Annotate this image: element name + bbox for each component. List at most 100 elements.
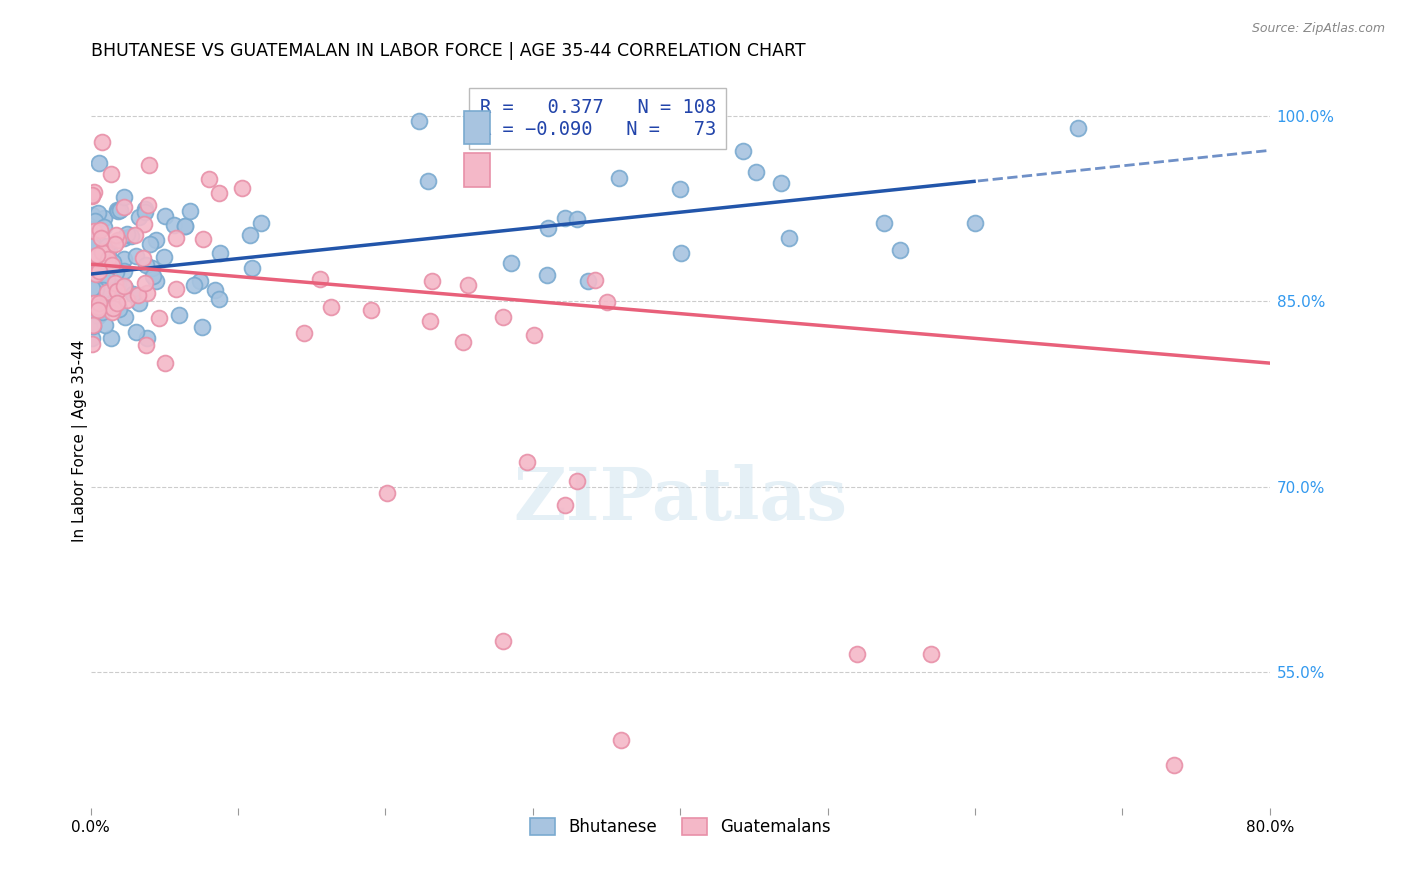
Point xyxy=(565,474,588,488)
Point xyxy=(134,276,156,290)
Point xyxy=(94,246,117,260)
Point xyxy=(134,217,156,231)
Point xyxy=(132,251,155,265)
Point xyxy=(208,246,231,260)
Point xyxy=(96,272,118,286)
Point xyxy=(93,220,115,235)
Point xyxy=(91,305,114,319)
Point xyxy=(93,244,115,259)
Point xyxy=(80,281,103,295)
Point xyxy=(360,302,382,317)
Point xyxy=(107,277,129,291)
Point xyxy=(778,231,800,245)
Point xyxy=(112,189,135,203)
Point xyxy=(153,250,176,264)
Point xyxy=(101,301,124,316)
Point xyxy=(139,236,162,251)
Point xyxy=(108,203,131,218)
Point xyxy=(80,207,103,221)
Point xyxy=(114,280,136,294)
Point xyxy=(198,172,221,186)
Point xyxy=(179,204,201,219)
Point xyxy=(91,135,114,149)
Point xyxy=(420,274,443,288)
Point xyxy=(89,237,111,252)
Point xyxy=(607,170,630,185)
Point xyxy=(239,227,262,242)
Point xyxy=(408,114,430,128)
Text: BHUTANESE VS GUATEMALAN IN LABOR FORCE | AGE 35-44 CORRELATION CHART: BHUTANESE VS GUATEMALAN IN LABOR FORCE |… xyxy=(90,42,806,60)
Point xyxy=(80,188,103,202)
Text: ZIPatlas: ZIPatlas xyxy=(513,464,848,535)
Point xyxy=(145,233,167,247)
Point xyxy=(554,211,576,225)
Point xyxy=(105,285,128,299)
Point xyxy=(82,221,104,235)
Point xyxy=(112,231,135,245)
Point xyxy=(82,319,104,334)
Point xyxy=(120,229,142,244)
Point xyxy=(492,634,515,648)
Point xyxy=(138,157,160,171)
Point xyxy=(136,331,159,345)
Point xyxy=(115,227,138,241)
Point xyxy=(204,283,226,297)
Point xyxy=(96,238,118,252)
Point xyxy=(83,266,105,280)
Point xyxy=(499,256,522,270)
Point xyxy=(167,308,190,322)
Point xyxy=(93,246,115,260)
Point xyxy=(240,260,263,275)
Point xyxy=(846,647,869,661)
Point xyxy=(920,647,942,661)
Point xyxy=(127,288,149,302)
Point xyxy=(93,211,115,225)
Point xyxy=(451,335,474,350)
Point xyxy=(97,242,120,256)
Point xyxy=(770,176,793,190)
Point xyxy=(83,295,105,310)
Point xyxy=(565,212,588,227)
FancyBboxPatch shape xyxy=(464,153,491,186)
Point xyxy=(128,211,150,225)
Point xyxy=(516,455,538,469)
Point xyxy=(669,246,692,260)
Point xyxy=(90,300,112,314)
Y-axis label: In Labor Force | Age 35-44: In Labor Force | Age 35-44 xyxy=(72,339,87,541)
Text: Source: ZipAtlas.com: Source: ZipAtlas.com xyxy=(1251,22,1385,36)
Point xyxy=(83,224,105,238)
FancyBboxPatch shape xyxy=(464,111,491,144)
Point xyxy=(745,165,768,179)
Point xyxy=(112,278,135,293)
Point xyxy=(173,219,195,234)
Point xyxy=(87,302,110,317)
Point xyxy=(872,216,894,230)
Point xyxy=(89,263,111,277)
Point xyxy=(93,301,115,315)
Point xyxy=(107,233,129,247)
Point xyxy=(319,300,342,314)
Point xyxy=(457,278,479,293)
Point xyxy=(80,234,103,248)
Point xyxy=(87,282,110,296)
Point xyxy=(82,304,104,318)
Point xyxy=(308,272,330,286)
Point xyxy=(536,220,558,235)
Point xyxy=(576,274,599,288)
Point xyxy=(87,277,110,292)
Point xyxy=(124,228,146,243)
Point xyxy=(91,251,114,265)
Point xyxy=(83,277,105,292)
Point xyxy=(115,293,138,307)
Point xyxy=(523,328,546,343)
Point xyxy=(97,288,120,302)
Point xyxy=(82,318,104,332)
Point xyxy=(208,292,231,306)
Point xyxy=(153,209,176,223)
Point xyxy=(80,300,103,314)
Point xyxy=(84,252,107,266)
Point xyxy=(87,282,110,296)
Point xyxy=(94,258,117,272)
Point xyxy=(1067,121,1090,136)
Point xyxy=(84,282,107,296)
